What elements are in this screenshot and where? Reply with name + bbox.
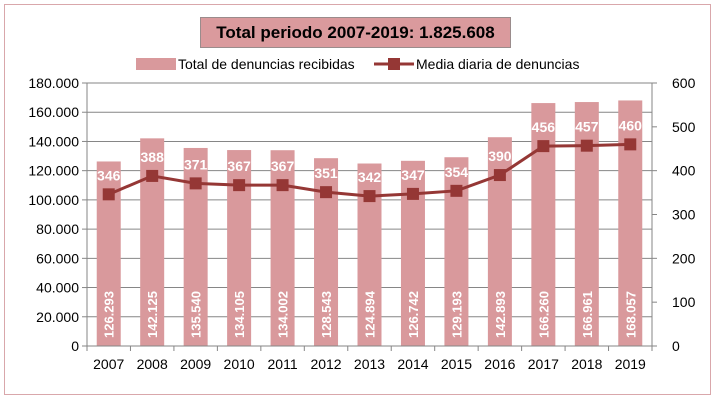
legend-swatch-marker bbox=[388, 58, 400, 70]
chart-title: Total periodo 2007-2019: 1.825.608 bbox=[216, 22, 495, 42]
bar-value-label: 134.002 bbox=[276, 291, 291, 338]
y-left-tick-label: 180.000 bbox=[28, 75, 79, 91]
x-tick-label: 2018 bbox=[571, 356, 602, 372]
x-tick-label: 2012 bbox=[310, 356, 341, 372]
y-left-tick-label: 80.000 bbox=[36, 221, 79, 237]
bar-value-label: 124.894 bbox=[363, 290, 378, 338]
x-tick-label: 2019 bbox=[615, 356, 646, 372]
bar-value-label: 126.293 bbox=[102, 291, 117, 338]
line-point bbox=[146, 169, 159, 182]
y-left-tick-label: 60.000 bbox=[36, 250, 79, 266]
bar-value-label: 142.893 bbox=[493, 291, 508, 338]
line-point bbox=[450, 184, 463, 197]
y-left-tick-label: 160.000 bbox=[28, 104, 79, 120]
bar-value-label: 128.543 bbox=[319, 291, 334, 338]
x-tick-label: 2009 bbox=[180, 356, 211, 372]
line-value-label: 388 bbox=[141, 149, 165, 165]
y-left-tick-label: 0 bbox=[71, 338, 79, 354]
line-point bbox=[624, 138, 637, 151]
line-value-label: 390 bbox=[488, 148, 512, 164]
y-right-tick-label: 500 bbox=[672, 119, 696, 135]
line-value-label: 351 bbox=[314, 165, 338, 181]
legend-label-line: Media diaria de denuncias bbox=[416, 56, 579, 72]
line-point bbox=[363, 190, 376, 203]
x-tick-label: 2014 bbox=[397, 356, 428, 372]
y-left-tick-label: 20.000 bbox=[36, 309, 79, 325]
y-left-tick-label: 100.000 bbox=[28, 192, 79, 208]
x-tick-label: 2007 bbox=[93, 356, 124, 372]
line-point bbox=[189, 177, 202, 190]
bar-value-label: 166.260 bbox=[536, 291, 551, 338]
line-point bbox=[233, 179, 246, 192]
line-value-label: 460 bbox=[619, 117, 643, 133]
bar-value-label: 134.105 bbox=[232, 291, 247, 338]
line-value-label: 367 bbox=[227, 158, 251, 174]
line-value-label: 367 bbox=[271, 158, 295, 174]
line-value-label: 347 bbox=[401, 167, 425, 183]
line-point bbox=[320, 186, 333, 199]
x-tick-label: 2010 bbox=[224, 356, 255, 372]
line-value-label: 354 bbox=[445, 164, 469, 180]
x-tick-label: 2015 bbox=[441, 356, 472, 372]
line-point bbox=[276, 179, 289, 192]
line-value-label: 456 bbox=[532, 119, 556, 135]
y-right-tick-label: 100 bbox=[672, 294, 696, 310]
line-point bbox=[406, 187, 419, 200]
line-value-label: 457 bbox=[575, 119, 599, 135]
x-tick-label: 2017 bbox=[528, 356, 559, 372]
line-value-label: 346 bbox=[97, 167, 121, 183]
legend-swatch-bar bbox=[136, 58, 176, 70]
line-value-label: 371 bbox=[184, 156, 208, 172]
bar-value-label: 129.193 bbox=[449, 291, 464, 338]
chart-title-box: Total periodo 2007-2019: 1.825.608 bbox=[200, 17, 511, 48]
y-right-tick-label: 400 bbox=[672, 163, 696, 179]
line-point bbox=[580, 139, 593, 152]
x-tick-label: 2008 bbox=[137, 356, 168, 372]
y-right-tick-label: 600 bbox=[672, 75, 696, 91]
legend: Total de denuncias recibidas Media diari… bbox=[136, 56, 579, 72]
line-value-label: 342 bbox=[358, 169, 382, 185]
line-point bbox=[537, 140, 550, 153]
y-left-tick-label: 40.000 bbox=[36, 280, 79, 296]
bar-value-label: 135.540 bbox=[189, 291, 204, 338]
y-left-tick-label: 140.000 bbox=[28, 133, 79, 149]
line-point bbox=[493, 169, 506, 182]
axes: 0 20.000 40.000 60.000 80.000 100.000 120.000 1… bbox=[28, 75, 695, 372]
x-tick-label: 2011 bbox=[268, 356, 298, 372]
legend-label-bar: Total de denuncias recibidas bbox=[178, 56, 355, 72]
x-tick-label: 2016 bbox=[484, 356, 515, 372]
line-point bbox=[102, 188, 115, 201]
bar-value-label: 166.961 bbox=[580, 291, 595, 338]
y-right-tick-label: 300 bbox=[672, 207, 696, 223]
y-right-tick-label: 200 bbox=[672, 250, 696, 266]
bar-value-label: 142.125 bbox=[145, 291, 160, 338]
bar-value-label: 126.742 bbox=[406, 291, 421, 338]
bar-value-label: 168.057 bbox=[623, 291, 638, 338]
bar-series: 126.293 142.125 135.540 134.105 134.002 128.5… bbox=[96, 100, 643, 347]
y-right-tick-label: 0 bbox=[672, 338, 680, 354]
y-left-tick-label: 120.000 bbox=[28, 163, 79, 179]
line-series: 346 388 371 367 367 351 342 347 354 390 456 457 460 bbox=[97, 117, 643, 203]
x-tick-label: 2013 bbox=[354, 356, 385, 372]
